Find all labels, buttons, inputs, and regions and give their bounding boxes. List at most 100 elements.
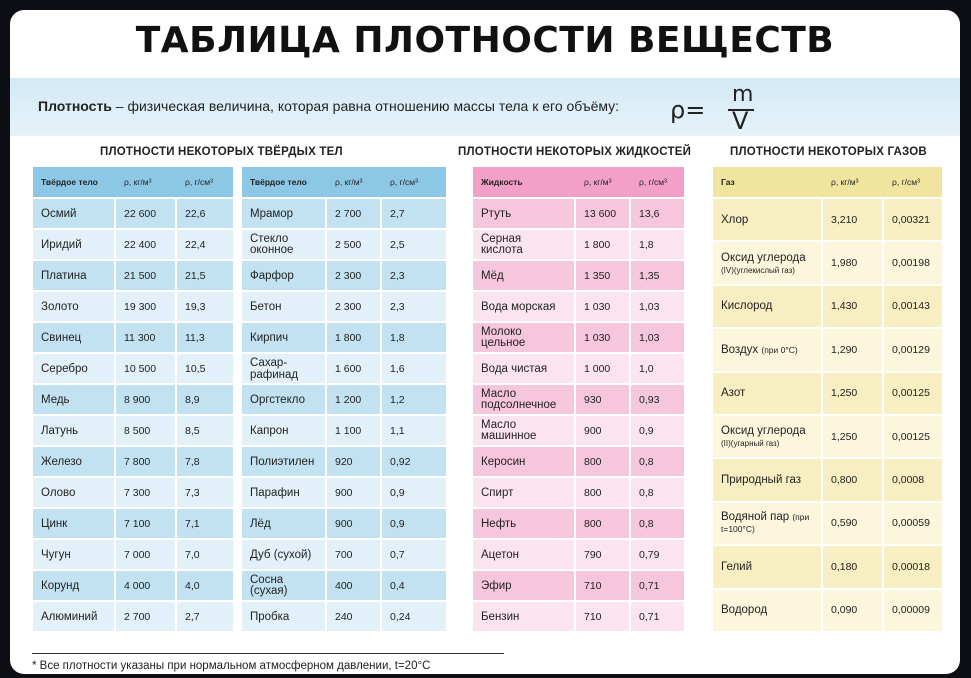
substance-name: Нефть — [481, 517, 517, 530]
substance-cell: Ацетон — [473, 538, 576, 569]
poster-title: ТАБЛИЦА ПЛОТНОСТИ ВЕЩЕСТВ — [135, 20, 835, 61]
density-gcm3-cell: 1,2 — [382, 383, 446, 414]
density-gcm3-cell: 8,9 — [177, 383, 233, 414]
table-row: Вода чистая 1 000 1,0 — [473, 352, 684, 383]
density-kgm3-cell: 1,250 — [823, 413, 884, 458]
substance-cell: Парафин — [242, 476, 327, 507]
substance-name: Эфир — [481, 579, 512, 592]
table-row: Лёд 900 0,9 — [242, 507, 446, 538]
col-header-kgm3: ρ, кг/м³ — [327, 167, 382, 197]
substance-cell: Оргстекло — [242, 383, 327, 414]
density-kgm3-cell: 1 600 — [327, 352, 382, 383]
density-gcm3-cell: 0,71 — [631, 600, 684, 631]
table-row: Оксид углерода (IV)(углекислый газ) 1,980 0… — [713, 240, 942, 284]
substance-name: Природный газ — [721, 474, 802, 487]
density-gcm3-cell: 7,8 — [177, 445, 233, 476]
table-row: Масло подсолнечное 930 0,93 — [473, 383, 684, 414]
substance-name: Железо — [41, 455, 82, 468]
table-row: Иридий 22 400 22,4 — [33, 228, 233, 259]
density-kgm3-cell: 900 — [576, 414, 631, 445]
substance-name: Керосин — [481, 455, 526, 468]
col-header-gcm3: ρ, г/см³ — [382, 167, 446, 197]
density-kgm3-cell: 0,090 — [823, 587, 884, 631]
density-kgm3-cell: 1 800 — [576, 228, 631, 259]
density-kgm3-cell: 710 — [576, 569, 631, 600]
density-gcm3-cell: 0,9 — [382, 507, 446, 538]
substance-cell: Капрон — [242, 414, 327, 445]
gases-section-title: ПЛОТНОСТИ НЕКОТОРЫХ ГАЗОВ — [730, 146, 927, 158]
density-kgm3-cell: 2 700 — [327, 197, 382, 228]
footnote: * Все плотности указаны при нормальном а… — [32, 660, 431, 672]
col-header-gcm3: ρ, г/см³ — [177, 167, 233, 197]
density-gcm3-cell: 0,92 — [382, 445, 446, 476]
substance-cell: Бензин — [473, 600, 576, 631]
solids-table-left: Твёрдое тело ρ, кг/м³ ρ, г/см³ Осмий 22 6… — [33, 167, 233, 631]
substance-name: Бетон — [250, 300, 282, 313]
substance-name: Латунь — [41, 424, 79, 437]
density-gcm3-cell: 7,0 — [177, 538, 233, 569]
substance-cell: Осмий — [33, 197, 116, 228]
density-gcm3-cell: 1,8 — [382, 321, 446, 352]
definition-term: Плотность — [38, 98, 112, 114]
substance-name: Водяной пар — [721, 511, 790, 524]
table-row: Дуб (сухой) 700 0,7 — [242, 538, 446, 569]
density-gcm3-cell: 0,71 — [631, 569, 684, 600]
substance-cell: Мрамор — [242, 197, 327, 228]
definition-bar: Плотность – физическая величина, которая… — [10, 78, 960, 136]
density-kgm3-cell: 7 100 — [116, 507, 177, 538]
table-row: Водяной пар (при t=100°С) 0,590 0,00059 — [713, 500, 942, 545]
substance-cell: Стекло оконное — [242, 228, 327, 259]
table-row: Молоко цельное 1 030 1,03 — [473, 321, 684, 352]
density-kgm3-cell: 2 300 — [327, 290, 382, 321]
density-kgm3-cell: 0,180 — [823, 544, 884, 588]
liquids-section-title: ПЛОТНОСТИ НЕКОТОРЫХ ЖИДКОСТЕЙ — [458, 146, 692, 158]
substance-note: (II)(угарный газ) — [721, 439, 780, 449]
density-gcm3-cell: 0,00125 — [884, 370, 942, 414]
substance-cell: Пробка — [242, 600, 327, 631]
substance-cell: Алюминий — [33, 600, 116, 631]
density-kgm3-cell: 7 300 — [116, 476, 177, 507]
table-row: Олово 7 300 7,3 — [33, 476, 233, 507]
density-kgm3-cell: 790 — [576, 538, 631, 569]
density-gcm3-cell: 1,03 — [631, 290, 684, 321]
substance-cell: Водяной пар (при t=100°С) — [713, 500, 823, 545]
substance-cell: Эфир — [473, 569, 576, 600]
substance-note: (IV)(углекислый газ) — [721, 265, 795, 275]
table-row: Латунь 8 500 8,5 — [33, 414, 233, 445]
substance-name: Масло подсолнечное — [481, 387, 557, 411]
table-row: Чугун 7 000 7,0 — [33, 538, 233, 569]
density-gcm3-cell: 10,5 — [177, 352, 233, 383]
substance-name: Чугун — [41, 548, 71, 561]
table-row: Нефть 800 0,8 — [473, 507, 684, 538]
substance-cell: Железо — [33, 445, 116, 476]
density-gcm3-cell: 8,5 — [177, 414, 233, 445]
density-kgm3-cell: 710 — [576, 600, 631, 631]
substance-name: Оксид углерода — [721, 251, 806, 264]
substance-cell: Сахар-рафинад — [242, 352, 327, 383]
density-gcm3-cell: 2,5 — [382, 228, 446, 259]
table-row: Гелий 0,180 0,00018 — [713, 544, 942, 588]
col-header-substance: Жидкость — [473, 167, 576, 197]
table-row: Цинк 7 100 7,1 — [33, 507, 233, 538]
substance-name: Хлор — [721, 213, 749, 226]
table-row: Вода морская 1 030 1,03 — [473, 290, 684, 321]
table-row: Мёд 1 350 1,35 — [473, 259, 684, 290]
table-row: Парафин 900 0,9 — [242, 476, 446, 507]
substance-cell: Оксид углерода (IV)(углекислый газ) — [713, 240, 823, 284]
table-row: Оргстекло 1 200 1,2 — [242, 383, 446, 414]
table-row: Фарфор 2 300 2,3 — [242, 259, 446, 290]
table-row: Азот 1,250 0,00125 — [713, 370, 942, 414]
substance-cell: Бетон — [242, 290, 327, 321]
fraction-line — [728, 109, 754, 111]
table-row: Кислород 1,430 0,00143 — [713, 283, 942, 328]
table-row: Кирпич 1 800 1,8 — [242, 321, 446, 352]
density-kgm3-cell: 1,290 — [823, 327, 884, 371]
table-row: Керосин 800 0,8 — [473, 445, 684, 476]
substance-name: Алюминий — [41, 610, 98, 623]
substance-name: Ацетон — [481, 548, 520, 561]
density-gcm3-cell: 1,1 — [382, 414, 446, 445]
table-row: Полиэтилен 920 0,92 — [242, 445, 446, 476]
col-header-substance: Твёрдое тело — [242, 167, 327, 197]
density-kgm3-cell: 8 900 — [116, 383, 177, 414]
substance-name: Цинк — [41, 517, 68, 530]
